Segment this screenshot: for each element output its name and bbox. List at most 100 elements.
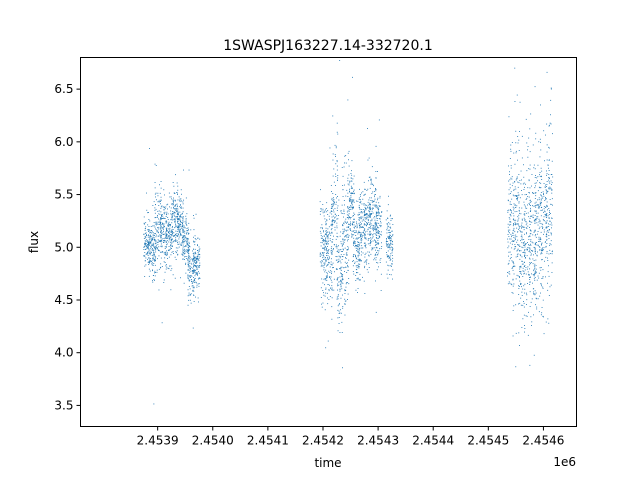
data-point [354,232,355,234]
data-point [155,217,157,218]
data-point [325,260,327,262]
data-point [351,180,353,182]
data-point [144,252,146,253]
data-point [363,224,365,226]
data-point [392,241,393,242]
data-point [519,131,520,132]
data-point [517,220,519,222]
data-point [345,286,347,288]
data-point [193,279,195,281]
data-point [188,262,190,264]
data-point [336,259,338,261]
data-point [162,251,164,252]
data-point [512,335,514,337]
data-point [189,256,191,258]
data-point [379,218,381,220]
data-point [391,236,392,237]
data-point [151,255,153,256]
data-point [350,230,351,231]
data-point [360,211,362,212]
data-point [178,236,180,238]
data-point [348,214,349,216]
data-point [349,208,351,210]
data-point [389,243,391,245]
data-point [548,229,550,231]
data-point [359,225,361,227]
data-point [507,263,509,265]
data-point [353,206,354,208]
data-point [513,227,515,229]
data-point [547,205,548,207]
data-point [187,295,189,297]
data-point [159,240,161,242]
data-point [522,267,524,269]
data-point [151,263,153,265]
data-point [509,183,511,185]
data-point [351,208,353,210]
data-point [182,258,184,260]
data-point [181,237,183,239]
data-point [353,244,354,246]
data-point [160,257,162,259]
data-point [153,257,154,259]
data-point [165,222,167,224]
data-point [379,205,381,207]
data-point [353,254,354,256]
data-point [185,263,186,265]
data-point [508,245,510,247]
data-point [349,201,351,203]
data-point [336,161,338,163]
data-point [390,218,392,220]
data-point [365,214,366,216]
data-point [320,252,321,254]
data-point [187,238,189,240]
data-point [390,242,391,244]
data-point [179,211,181,213]
data-point [372,226,374,228]
data-point [328,226,330,228]
data-point [330,211,332,212]
data-point [510,215,512,217]
data-point [346,222,347,224]
data-point [522,270,524,272]
data-point [377,209,379,211]
data-point [143,216,145,218]
data-point [513,305,515,307]
data-point [349,198,351,200]
data-point [510,148,512,150]
data-point [199,256,201,258]
data-point [536,204,538,206]
data-point [169,227,171,229]
data-point [353,241,355,243]
data-point [160,241,161,243]
data-point [369,187,371,189]
data-point [355,254,356,256]
data-point [346,234,348,236]
data-point [387,226,389,228]
data-point [390,266,392,267]
data-point [517,192,519,194]
data-point [329,238,331,240]
data-point [524,244,526,246]
data-point [353,183,355,185]
data-point [180,277,181,279]
data-point [533,269,535,271]
data-point [327,236,328,237]
data-point [353,192,355,194]
data-point [389,244,391,245]
data-point [352,193,354,194]
data-point [347,233,349,235]
data-point [340,268,342,270]
data-point [516,227,518,229]
data-point [348,259,350,261]
data-point [546,123,548,125]
data-point [392,269,394,271]
data-point [148,219,150,220]
data-point [514,204,516,206]
data-point [514,163,516,165]
data-point [163,223,165,225]
data-point [373,228,375,230]
data-point [337,179,338,181]
data-point [527,334,529,336]
data-point [151,245,153,247]
